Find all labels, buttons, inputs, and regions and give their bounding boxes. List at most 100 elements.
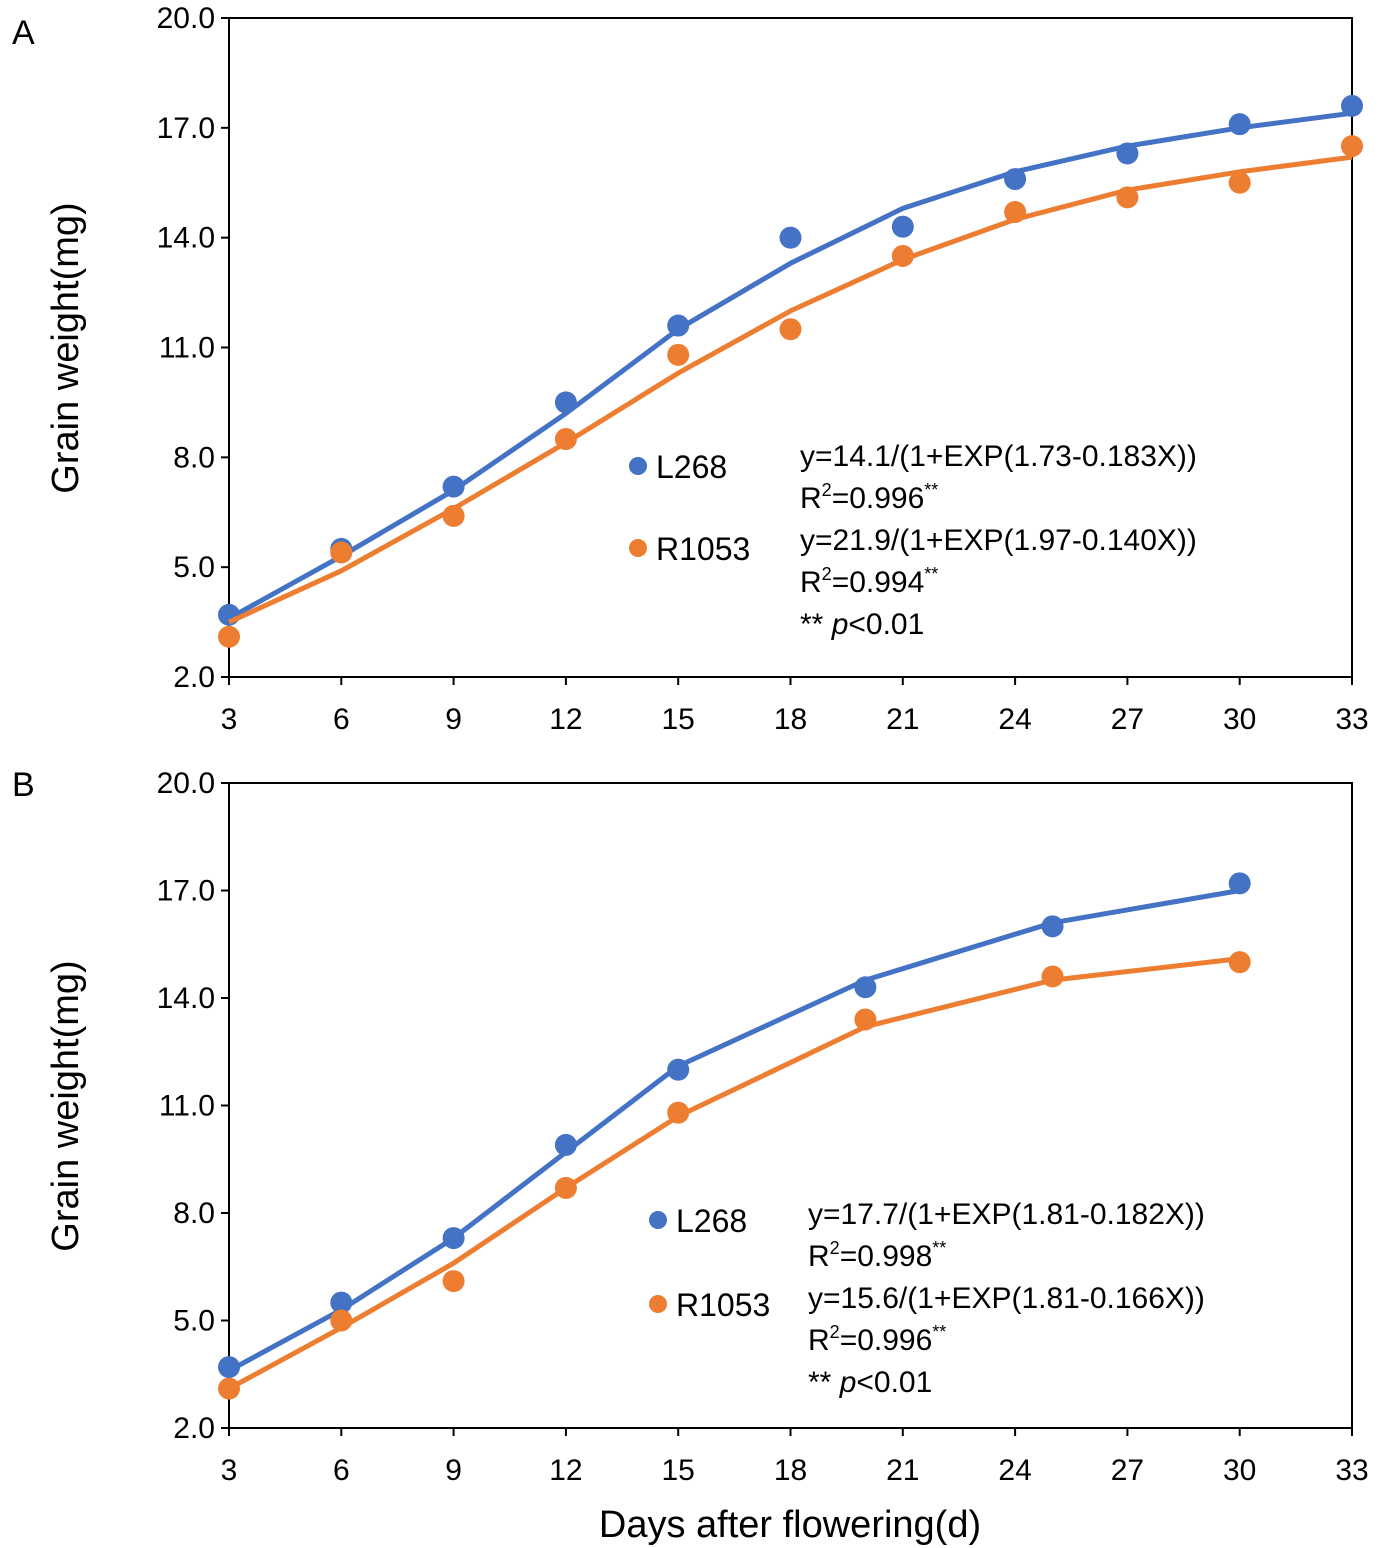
legend-label-r1053: R1053 — [656, 531, 750, 567]
x-tick-label: 30 — [1223, 1454, 1256, 1487]
r-squared-label: R2=0.994** — [800, 564, 938, 599]
fit-equation: y=17.7/(1+EXP(1.81-0.182X)) — [808, 1198, 1205, 1231]
plot-area-frame — [228, 17, 1353, 678]
data-point-r1053 — [1041, 965, 1064, 988]
panel-label: A — [12, 14, 35, 52]
data-point-r1053 — [554, 1176, 577, 1199]
data-point-r1053 — [442, 504, 465, 527]
y-tick-label: 14.0 — [157, 222, 215, 255]
x-tick-label: 24 — [998, 1454, 1031, 1487]
data-point-r1053 — [330, 541, 353, 564]
data-point-r1053 — [667, 343, 690, 366]
x-tick-label: 12 — [549, 1454, 582, 1487]
x-tick-label: 12 — [549, 703, 582, 736]
y-tick-label: 20.0 — [157, 2, 215, 35]
x-tick-label: 3 — [221, 1454, 238, 1487]
x-tick-label: 33 — [1335, 703, 1368, 736]
data-point-r1053 — [854, 1008, 877, 1031]
y-axis-title: Grain weight(mg) — [45, 960, 87, 1251]
data-point-r1053 — [667, 1101, 690, 1124]
chart-panel-b: B 2.0 5.0 8.0 11.0 14.0 17.0 20.0 3 6 9 12 15 18 21 24 2… — [12, 766, 1369, 1546]
y-tick-label: 5.0 — [173, 551, 215, 584]
data-point-l268 — [1004, 168, 1027, 191]
data-point-l268 — [554, 1133, 577, 1156]
y-tick-label: 17.0 — [157, 875, 215, 908]
data-point-l268 — [218, 1356, 240, 1379]
data-point-l268 — [330, 1291, 353, 1314]
data-point-l268 — [442, 475, 465, 498]
r-squared-label: R2=0.996** — [808, 1322, 946, 1357]
legend-label-l268: L268 — [676, 1203, 747, 1239]
data-point-r1053 — [218, 1377, 240, 1400]
significance-note: ** p<0.01 — [808, 1366, 932, 1399]
data-point-l268 — [1228, 872, 1251, 895]
x-tick-label: 33 — [1335, 1454, 1368, 1487]
panel-label: B — [12, 766, 35, 804]
fit-line-r1053 — [227, 154, 1353, 625]
x-tick-label: 3 — [221, 703, 238, 736]
data-point-r1053 — [554, 428, 577, 451]
fit-line-l268 — [227, 110, 1353, 621]
data-point-r1053 — [779, 318, 802, 341]
x-tick-label: 27 — [1111, 703, 1144, 736]
x-tick-label: 6 — [333, 703, 350, 736]
y-tick-label: 17.0 — [157, 112, 215, 145]
y-tick-label: 2.0 — [173, 1412, 215, 1445]
fit-equation: y=14.1/(1+EXP(1.73-0.183X)) — [800, 440, 1197, 473]
data-point-r1053 — [1341, 135, 1363, 158]
y-tick-label: 20.0 — [157, 767, 215, 800]
x-tick-label: 24 — [998, 703, 1031, 736]
data-point-l268 — [891, 215, 914, 238]
data-point-r1053 — [442, 1270, 465, 1293]
y-tick-label: 5.0 — [173, 1305, 215, 1338]
x-tick-label: 21 — [886, 703, 919, 736]
data-point-l268 — [1116, 142, 1139, 165]
x-tick-label: 9 — [445, 703, 462, 736]
r-squared-label: R2=0.998** — [808, 1238, 946, 1273]
y-tick-label: 8.0 — [173, 1197, 215, 1230]
y-tick-label: 2.0 — [173, 661, 215, 694]
data-point-l268 — [667, 1058, 690, 1081]
legend-marker-l268 — [629, 457, 647, 475]
data-point-r1053 — [1004, 201, 1027, 224]
r-squared-label: R2=0.996** — [800, 480, 938, 515]
legend-marker-r1053 — [629, 539, 647, 557]
legend-marker-r1053 — [649, 1295, 667, 1313]
legend-label-r1053: R1053 — [676, 1287, 770, 1323]
significance-note: ** p<0.01 — [800, 608, 924, 641]
x-tick-label: 21 — [886, 1454, 919, 1487]
fit-line-r1053 — [227, 956, 1240, 1391]
data-point-r1053 — [1116, 186, 1139, 209]
x-axis-title: Days after flowering(d) — [599, 1504, 981, 1546]
data-point-l268 — [218, 603, 240, 626]
data-point-r1053 — [1228, 171, 1251, 194]
data-point-l268 — [667, 314, 690, 337]
x-tick-label: 15 — [662, 703, 695, 736]
data-point-r1053 — [330, 1309, 353, 1332]
x-tick-label: 30 — [1223, 703, 1256, 736]
x-tick-label: 15 — [662, 1454, 695, 1487]
x-tick-label: 18 — [774, 1454, 807, 1487]
data-point-r1053 — [891, 244, 914, 267]
y-tick-label: 11.0 — [159, 332, 215, 365]
chart-panel-a: A 2.0 5.0 8.0 11.0 14.0 17.0 20.0 3 6 9 12 15 18 21 24 2… — [12, 2, 1369, 736]
y-axis-title: Grain weight(mg) — [45, 202, 87, 493]
x-tick-label: 18 — [774, 703, 807, 736]
data-point-l268 — [854, 976, 877, 999]
fit-line-l268 — [227, 888, 1241, 1373]
fit-equation: y=21.9/(1+EXP(1.97-0.140X)) — [800, 524, 1197, 557]
legend-label-l268: L268 — [656, 449, 727, 485]
data-point-r1053 — [1228, 951, 1251, 974]
legend-marker-l268 — [649, 1211, 667, 1229]
x-tick-label: 6 — [333, 1454, 350, 1487]
data-point-l268 — [442, 1227, 465, 1250]
x-tick-label: 27 — [1111, 1454, 1144, 1487]
data-point-l268 — [1341, 94, 1363, 117]
y-tick-label: 14.0 — [157, 982, 215, 1015]
data-point-l268 — [779, 226, 802, 249]
y-tick-label: 8.0 — [173, 441, 215, 474]
data-point-l268 — [1228, 113, 1251, 136]
data-point-r1053 — [218, 625, 240, 648]
data-point-l268 — [1041, 915, 1064, 938]
